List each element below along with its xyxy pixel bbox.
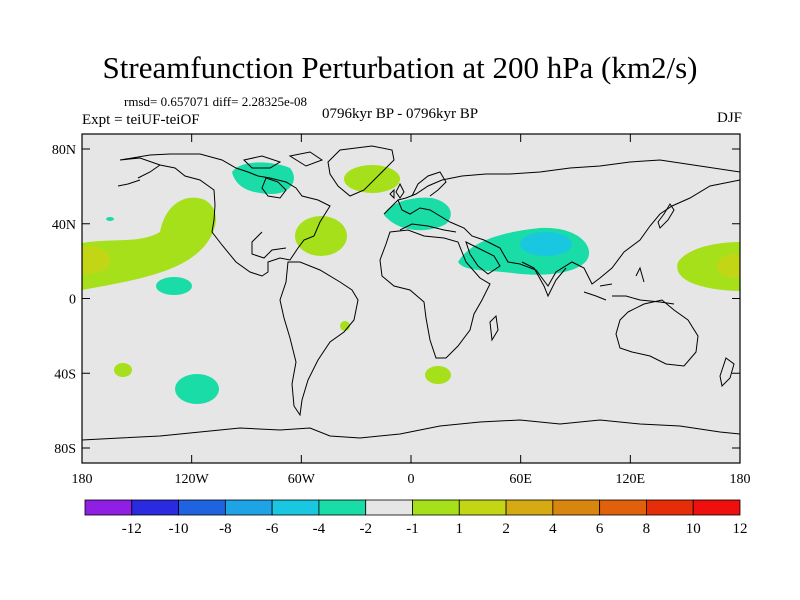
coastline-british-isles [389,182,405,200]
colorbar-swatch [412,499,460,516]
colorbar-label: 8 [643,521,651,537]
coastline-south-america [279,261,359,417]
lat-tick-label: 0 [69,293,76,308]
lat-tick-label: 80N [52,143,76,158]
colorbar-swatch [458,499,507,516]
coastlines [82,145,740,441]
map-background [82,134,740,463]
lat-tick-label: 40S [54,367,76,382]
colorbar-label: 4 [549,521,557,537]
colorbar-label: 6 [596,521,604,537]
colorbar-label: 12 [733,521,748,537]
colorbar-swatch [505,499,554,516]
coastline-new-zealand [719,357,735,388]
colorbar-swatch [224,499,273,516]
contour-north-pacific-positive [82,197,216,290]
colorbar-swatch [552,499,601,516]
lat-tick-label: 80S [54,442,76,457]
contour-tropical-pacific-negative [156,277,192,295]
colorbar-label: 2 [502,521,510,537]
colorbar-label: 10 [686,521,701,537]
coastline-hudson-bay [261,177,287,199]
contour-canada-negative [232,162,294,195]
colorbar-swatch [318,499,367,516]
map-title: Streamfunction Perturbation at 200 hPa (… [102,50,698,85]
contour-west-pacific-core [82,246,110,274]
coastline-arctic-islands [243,151,324,169]
lon-tick-label: 180 [72,472,93,487]
contour-south-atlantic-positive [425,366,451,384]
experiment-label: Expt = teiUF-teiOF [82,112,200,128]
coastline-north-america [119,153,331,277]
coastline-arabia [465,241,501,275]
longitude-axis: 180 120W 60W 0 60E 120E 180 [72,134,751,487]
colorbar-label: -4 [313,521,326,537]
colorbar-label: -1 [406,521,419,537]
coastline-africa [379,229,491,359]
coastline-alaska-aleutians [117,164,161,187]
contour-north-atlantic-positive [295,216,347,256]
colorbar-label: -12 [122,521,142,537]
contour-east-asia-positive [677,242,740,291]
anomaly-contours [82,162,740,404]
colorbar-label: 1 [456,521,464,537]
colorbar-swatch [271,499,320,516]
lon-tick-label: 120W [175,472,210,487]
lon-tick-label: 60E [509,472,532,487]
contour-south-pacific-negative [175,374,219,404]
contour-east-asia-core [717,254,740,278]
colorbar-label: -6 [266,521,279,537]
colorbar-swatch [178,499,226,516]
colorbar-label: -10 [169,521,189,537]
lon-tick-label: 0 [408,472,415,487]
colorbar: -12 -10 -8 -6 -4 -2 -1 1 2 4 6 8 10 12 [84,499,748,537]
colorbar-swatch [131,499,179,516]
colorbar-label: -2 [359,521,372,537]
stats-label: rmsd= 0.657071 diff= 2.28325e-08 [124,94,308,109]
period-label: 0796kyr BP - 0796kyr BP [322,106,479,122]
contour-asia-negative-core [520,232,572,256]
season-label: DJF [716,110,742,126]
colorbar-swatch [692,499,741,516]
colorbar-label: -8 [219,521,232,537]
latitude-axis: 80N 40N 0 40S 80S [52,143,740,457]
coastline-mediterranean [399,223,457,233]
colorbar-swatch [646,499,694,516]
coastline-japan [657,203,675,229]
colorbar-swatch [84,499,133,516]
coastline-madagascar [489,314,499,342]
coastline-scandinavia [411,171,447,197]
contour-greenland-positive [344,165,400,193]
contour-south-pacific-positive-small [114,363,132,377]
coastline-eurasia [383,159,740,287]
lon-tick-label: 180 [730,472,751,487]
colorbar-swatch [365,499,413,516]
coastline-southeast-asia-islands [583,266,675,305]
lon-tick-label: 60W [288,472,316,487]
colorbar-swatch [599,499,647,516]
coastline-greenland [327,145,395,197]
coastline-australia [615,299,699,367]
coastline-india [521,261,567,298]
lon-tick-label: 120E [616,472,646,487]
coastline-gulf-of-mexico [251,231,287,259]
coastline-antarctica [82,419,740,441]
contour-north-pacific-negative-small [106,217,114,221]
lat-tick-label: 40N [52,218,76,233]
